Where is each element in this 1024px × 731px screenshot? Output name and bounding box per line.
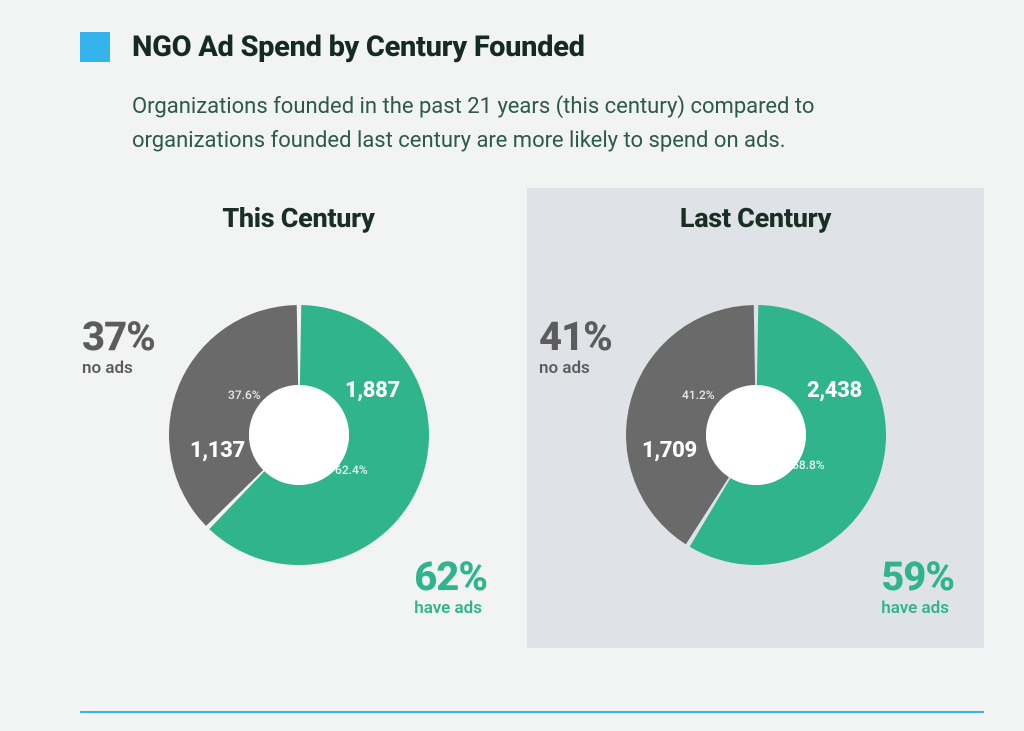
callout-pct: 62% xyxy=(414,556,487,598)
page-subtitle: Organizations founded in the past 21 yea… xyxy=(132,90,892,158)
callout-label: no ads xyxy=(539,360,612,378)
panel-this-century: This Century 37% no ads 62% have ads 1,8… xyxy=(70,188,527,648)
slice-count-ads: 1,887 xyxy=(345,378,400,403)
slice-pct-noads: 37.6% xyxy=(228,388,261,402)
slice-pct-ads: 58.8% xyxy=(792,458,825,472)
callout-pct: 41% xyxy=(539,316,612,358)
panel-title: Last Century xyxy=(527,202,984,234)
callout-have-ads: 62% have ads xyxy=(414,556,487,618)
donut-chart xyxy=(616,295,896,579)
header: NGO Ad Spend by Century Founded Organiza… xyxy=(0,0,1024,158)
donut-hole xyxy=(249,385,349,485)
slice-count-noads: 1,709 xyxy=(642,438,697,463)
charts-row: This Century 37% no ads 62% have ads 1,8… xyxy=(0,158,1024,648)
callout-pct: 37% xyxy=(82,316,155,358)
callout-no-ads: 41% no ads xyxy=(539,316,612,378)
donut-hole xyxy=(706,385,806,485)
callout-no-ads: 37% no ads xyxy=(82,316,155,378)
callout-pct: 59% xyxy=(881,556,954,598)
callout-label: have ads xyxy=(881,600,954,618)
callout-have-ads: 59% have ads xyxy=(881,556,954,618)
callout-label: have ads xyxy=(414,600,487,618)
slice-count-ads: 2,438 xyxy=(807,378,862,403)
slice-pct-ads: 62.4% xyxy=(335,463,368,477)
callout-label: no ads xyxy=(82,360,155,378)
panel-last-century: Last Century 41% no ads 59% have ads 2,4… xyxy=(527,188,984,648)
donut-chart xyxy=(159,295,439,579)
page-title: NGO Ad Spend by Century Founded xyxy=(132,30,585,64)
title-square-icon xyxy=(80,32,110,62)
panel-title: This Century xyxy=(70,202,527,234)
slice-count-noads: 1,137 xyxy=(190,438,245,463)
divider xyxy=(80,711,984,713)
title-row: NGO Ad Spend by Century Founded xyxy=(80,30,944,64)
slice-pct-noads: 41.2% xyxy=(682,388,715,402)
